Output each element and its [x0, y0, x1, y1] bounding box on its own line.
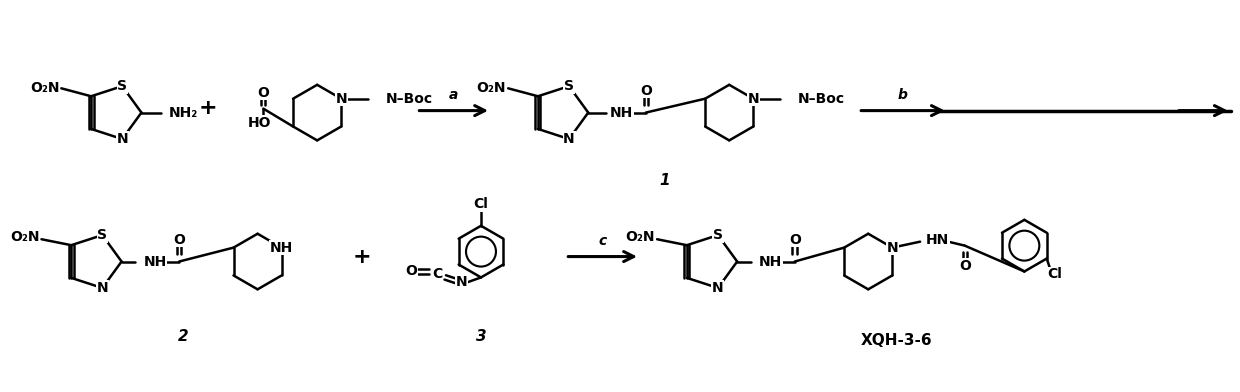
Text: N: N — [712, 281, 724, 295]
Text: 2: 2 — [177, 328, 188, 343]
Text: c: c — [599, 234, 606, 248]
Text: 3: 3 — [476, 328, 486, 343]
Text: O₂N: O₂N — [476, 81, 506, 95]
Text: NH: NH — [759, 254, 782, 269]
Text: O: O — [640, 84, 652, 98]
Text: C: C — [433, 267, 443, 281]
Text: O₂N: O₂N — [30, 81, 60, 95]
Text: NH: NH — [144, 254, 166, 269]
Text: +: + — [352, 247, 371, 267]
Text: a: a — [449, 88, 459, 102]
Text: O: O — [789, 233, 801, 247]
Text: N: N — [563, 132, 575, 146]
Text: 1: 1 — [660, 172, 670, 188]
Text: N: N — [117, 132, 128, 146]
Text: Cl: Cl — [474, 197, 489, 211]
Text: NH: NH — [610, 105, 634, 120]
Text: S: S — [713, 228, 723, 242]
Text: N–Boc: N–Boc — [799, 92, 846, 106]
Text: HN: HN — [926, 233, 950, 247]
Text: N: N — [887, 241, 898, 255]
Text: S: S — [98, 228, 108, 242]
Text: N: N — [336, 92, 347, 106]
Text: XQH-3-6: XQH-3-6 — [861, 334, 932, 348]
Text: Cl: Cl — [1048, 267, 1063, 281]
Text: +: + — [198, 98, 217, 118]
Text: O: O — [174, 233, 185, 247]
Text: N–Boc: N–Boc — [386, 92, 433, 106]
Text: O: O — [959, 258, 971, 272]
Text: N: N — [748, 92, 759, 106]
Text: S: S — [564, 79, 574, 93]
Text: N: N — [97, 281, 108, 295]
Text: HO: HO — [248, 116, 272, 129]
Text: NH₂: NH₂ — [169, 105, 198, 120]
Text: N: N — [455, 276, 467, 289]
Text: O: O — [258, 86, 269, 100]
Text: NH: NH — [270, 241, 294, 255]
Text: b: b — [898, 88, 908, 102]
Text: O₂N: O₂N — [626, 230, 655, 244]
Text: S: S — [118, 79, 128, 93]
Text: O₂N: O₂N — [10, 230, 40, 244]
Text: O: O — [405, 265, 418, 278]
